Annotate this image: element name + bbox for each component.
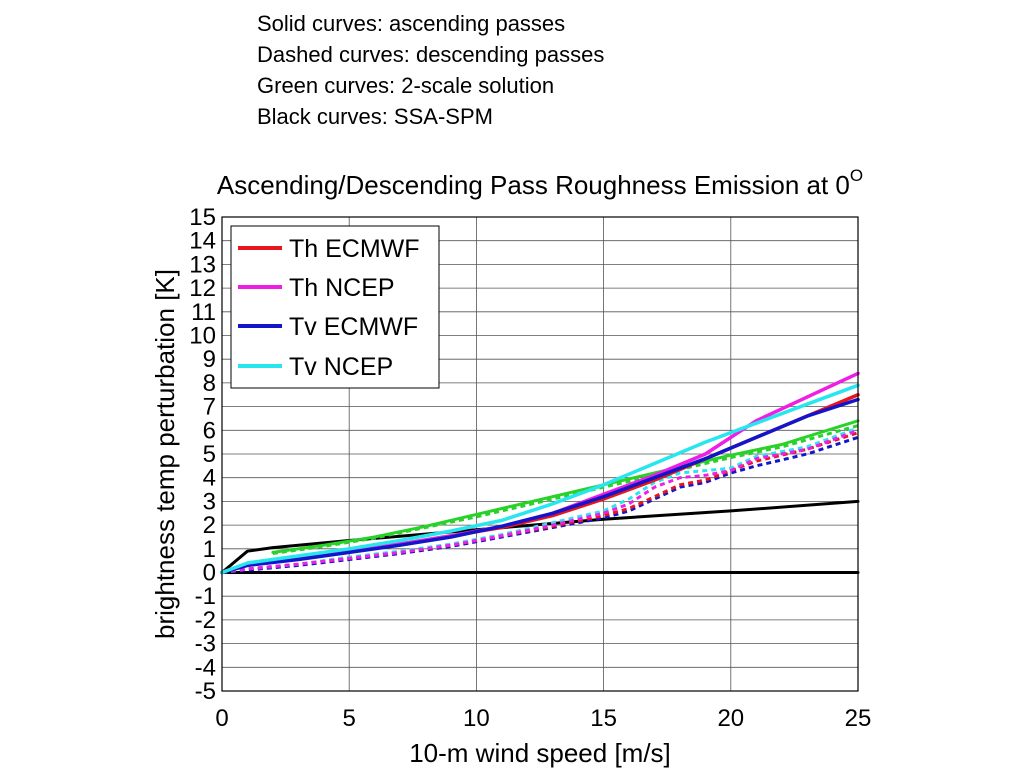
note-dashed: Dashed curves: descending passes — [257, 42, 605, 67]
y-tick-label: -1 — [195, 583, 216, 610]
x-tick-label: 0 — [215, 705, 228, 732]
note-green: Green curves: 2-scale solution — [257, 73, 555, 98]
chart-title-superscript: O — [850, 166, 863, 185]
y-tick-label: 9 — [203, 346, 216, 373]
y-tick-label: 10 — [189, 323, 216, 350]
y-tick-label: 14 — [189, 228, 216, 255]
series-line-tv-ecmwf-asc — [220, 397, 860, 575]
y-tick-label: -3 — [195, 631, 216, 658]
note-solid: Solid curves: ascending passes — [257, 11, 566, 36]
x-tick-label: 25 — [845, 705, 872, 732]
series-line-tv-ncep-asc — [220, 383, 860, 575]
series-line-two-scale-asc — [271, 419, 860, 554]
y-axis-title: brightness temp perturbation [K] — [150, 269, 180, 639]
y-tick-label: 8 — [203, 370, 216, 397]
x-tick-label: 5 — [343, 705, 356, 732]
x-axis-title: 10-m wind speed [m/s] — [409, 738, 671, 768]
legend: Th ECMWF Th NCEP Tv ECMWF Tv NCEP — [230, 225, 440, 389]
y-tick-label: 6 — [203, 417, 216, 444]
annotation-notes: Solid curves: ascending passes Dashed cu… — [257, 8, 604, 132]
series-line-two-scale-desc — [272, 424, 859, 555]
y-tick-label: -5 — [195, 678, 216, 705]
x-tick-label: 15 — [590, 705, 617, 732]
y-tick-label: 5 — [203, 441, 216, 468]
y-tick-label: 13 — [189, 251, 216, 278]
data-series — [220, 371, 860, 575]
y-tick-label: 12 — [189, 275, 216, 302]
legend-label-tv-ecmwf: Tv ECMWF — [289, 313, 418, 341]
legend-label-th-ncep: Th NCEP — [289, 274, 395, 302]
y-tick-label: 11 — [191, 299, 216, 326]
y-tick-label: 4 — [203, 465, 216, 492]
x-tick-label: 20 — [717, 705, 744, 732]
legend-box — [230, 225, 440, 389]
y-tick-label: 2 — [203, 512, 216, 539]
series-line-th-ncep-desc — [221, 428, 859, 574]
y-tick-label: -2 — [195, 607, 216, 634]
chart-title: Ascending/Descending Pass Roughness Emis… — [217, 166, 863, 200]
legend-label-tv-ncep: Tv NCEP — [289, 353, 393, 381]
x-tick-label: 10 — [463, 705, 490, 732]
y-tick-label: 0 — [203, 560, 216, 587]
y-tick-label: 1 — [203, 536, 216, 563]
legend-label-th-ecmwf: Th ECMWF — [289, 235, 420, 263]
y-tick-label: 7 — [203, 394, 216, 421]
y-tick-label: 3 — [203, 488, 216, 515]
note-black: Black curves: SSA-SPM — [257, 104, 493, 129]
y-tick-label: 15 — [189, 204, 216, 231]
chart-title-text: Ascending/Descending Pass Roughness Emis… — [217, 170, 850, 200]
series-line-ssa-spm — [220, 499, 860, 574]
y-tick-label: -4 — [195, 654, 216, 681]
plot-frame — [221, 216, 859, 692]
